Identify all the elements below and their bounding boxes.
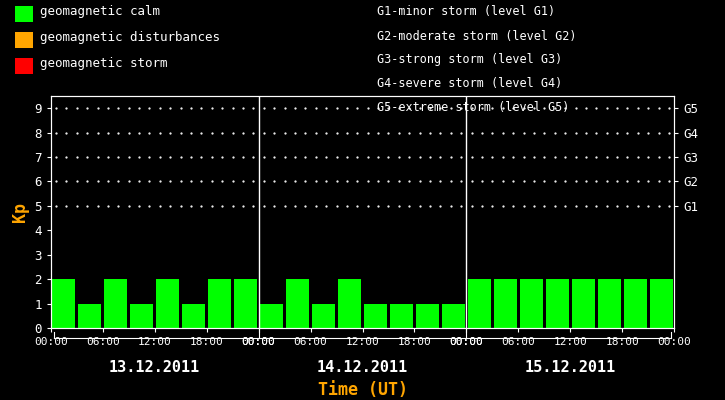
Text: geomagnetic storm: geomagnetic storm	[40, 58, 167, 70]
Bar	[260, 304, 283, 328]
Bar	[571, 279, 595, 328]
Text: 14.12.2011: 14.12.2011	[317, 360, 408, 376]
Bar	[546, 279, 569, 328]
Bar	[520, 279, 543, 328]
Bar	[78, 304, 102, 328]
Text: 15.12.2011: 15.12.2011	[525, 360, 616, 376]
Bar	[208, 279, 231, 328]
Bar	[390, 304, 413, 328]
Bar	[130, 304, 154, 328]
Bar	[442, 304, 465, 328]
Bar	[415, 304, 439, 328]
Text: G5-extreme storm (level G5): G5-extreme storm (level G5)	[377, 102, 569, 114]
Bar	[364, 304, 387, 328]
Bar	[468, 279, 491, 328]
Bar	[494, 279, 517, 328]
Text: G2-moderate storm (level G2): G2-moderate storm (level G2)	[377, 30, 576, 42]
Bar	[234, 279, 257, 328]
Text: geomagnetic calm: geomagnetic calm	[40, 6, 160, 18]
Bar	[597, 279, 621, 328]
Text: G1-minor storm (level G1): G1-minor storm (level G1)	[377, 6, 555, 18]
Text: Time (UT): Time (UT)	[318, 381, 407, 399]
Bar	[312, 304, 335, 328]
Bar	[52, 279, 75, 328]
Text: G3-strong storm (level G3): G3-strong storm (level G3)	[377, 54, 563, 66]
Y-axis label: Kp: Kp	[11, 202, 29, 222]
Bar	[338, 279, 361, 328]
Text: 13.12.2011: 13.12.2011	[109, 360, 200, 376]
Bar	[182, 304, 205, 328]
Bar	[650, 279, 673, 328]
Text: geomagnetic disturbances: geomagnetic disturbances	[40, 32, 220, 44]
Bar	[156, 279, 179, 328]
Bar	[104, 279, 128, 328]
Bar	[624, 279, 647, 328]
Text: G4-severe storm (level G4): G4-severe storm (level G4)	[377, 78, 563, 90]
Bar	[286, 279, 310, 328]
